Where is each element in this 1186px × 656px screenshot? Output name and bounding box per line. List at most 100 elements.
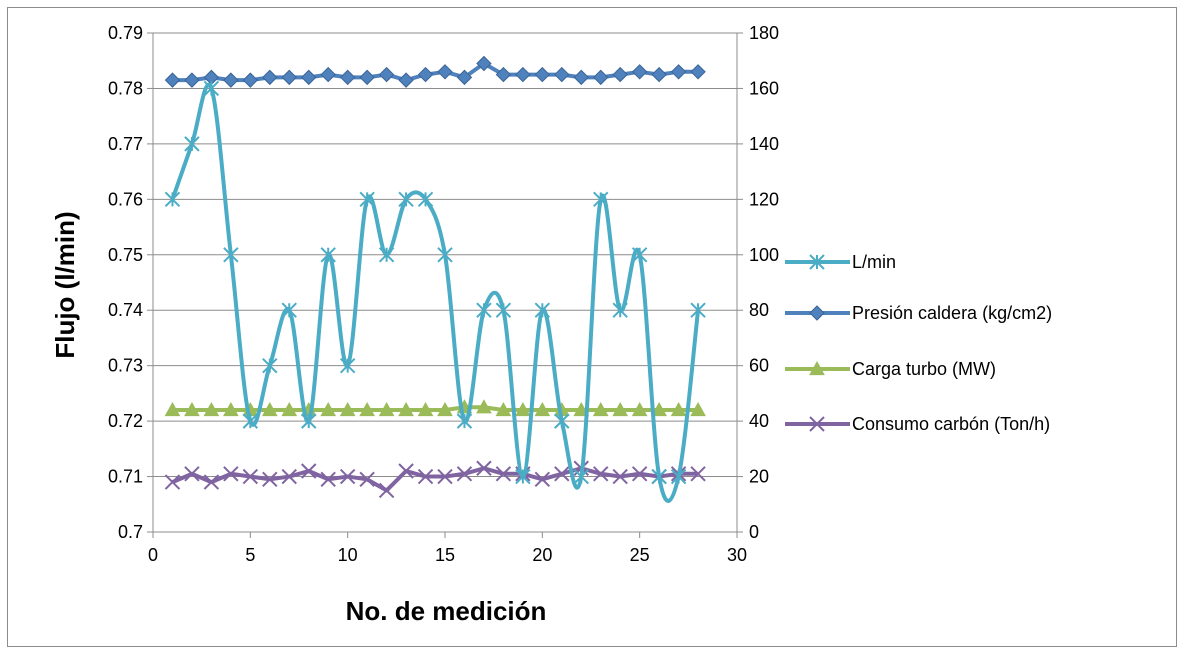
legend-swatch-marker xyxy=(809,254,825,270)
data-point xyxy=(242,72,259,88)
data-point xyxy=(631,247,648,263)
axes xyxy=(147,32,743,538)
legend-label: Presión caldera (kg/cm2) xyxy=(852,303,1052,323)
data-point xyxy=(398,401,414,417)
data-point xyxy=(339,401,356,417)
data-point xyxy=(359,401,375,417)
data-point xyxy=(651,468,667,485)
data-point xyxy=(223,247,239,263)
y2-tick-label: 100 xyxy=(749,245,779,265)
y2-tick-label: 20 xyxy=(749,467,769,487)
legend-label: L/min xyxy=(852,252,896,272)
data-point xyxy=(164,72,181,88)
y2-tick-label: 120 xyxy=(749,189,779,209)
data-point xyxy=(495,66,512,83)
data-point xyxy=(495,466,512,482)
y2-tick-label: 180 xyxy=(749,23,779,43)
series-line xyxy=(170,83,701,503)
legend-label: Consumo carbón (Ton/h) xyxy=(852,414,1050,434)
data-point xyxy=(223,466,239,482)
data-point xyxy=(378,66,395,83)
data-point xyxy=(670,64,687,80)
data-point xyxy=(612,468,628,485)
x-tick-label: 10 xyxy=(338,545,358,565)
data-point xyxy=(417,191,434,208)
data-point xyxy=(262,69,278,86)
data-point xyxy=(242,413,259,429)
data-point xyxy=(261,401,278,417)
data-point xyxy=(359,69,375,86)
data-point xyxy=(437,64,453,80)
legend-entry: Consumo carbón (Ton/h) xyxy=(785,414,1050,434)
x-tick-label: 20 xyxy=(532,545,552,565)
x-tick-label: 30 xyxy=(727,545,747,565)
data-point xyxy=(378,247,395,263)
data-point xyxy=(320,247,336,263)
data-point xyxy=(203,401,220,417)
data-point xyxy=(398,72,414,88)
y-tick-label: 0.74 xyxy=(108,300,143,320)
data-point xyxy=(359,191,375,208)
data-point xyxy=(417,468,434,485)
data-point xyxy=(456,466,473,482)
data-point xyxy=(437,401,453,417)
data-point xyxy=(339,357,356,374)
series-0 xyxy=(164,80,706,503)
data-point xyxy=(476,302,492,318)
data-point xyxy=(203,474,220,490)
data-point xyxy=(651,66,667,83)
data-point xyxy=(631,64,648,80)
y-axis-tick-labels: 0.7 0.71 0.72 0.73 0.74 0.75 0.76 0.77 0.78 0.79 xyxy=(108,23,143,542)
data-point xyxy=(456,69,473,86)
data-point xyxy=(456,413,473,429)
data-point xyxy=(495,302,512,318)
data-point xyxy=(339,468,356,485)
legend-label: Carga turbo (MW) xyxy=(852,359,996,379)
data-point xyxy=(534,66,551,83)
data-point xyxy=(690,64,706,80)
legend-swatch-marker xyxy=(809,305,825,321)
data-point xyxy=(631,401,648,417)
data-point xyxy=(554,66,570,83)
data-point xyxy=(301,463,317,479)
x-tick-label: 25 xyxy=(630,545,650,565)
data-point xyxy=(670,401,687,417)
legend-entry: Presión caldera (kg/cm2) xyxy=(785,303,1052,323)
data-point xyxy=(690,466,706,482)
data-point xyxy=(184,136,200,152)
data-point xyxy=(320,66,336,83)
data-point xyxy=(398,463,414,479)
data-point xyxy=(476,399,492,414)
data-point xyxy=(690,401,706,417)
x-axis-title: No. de medición xyxy=(346,596,547,626)
y2-tick-label: 0 xyxy=(749,522,759,542)
legend-entry: L/min xyxy=(785,252,896,272)
data-point xyxy=(495,401,512,417)
data-point xyxy=(242,468,259,485)
data-point xyxy=(281,302,297,318)
series-layer xyxy=(164,55,706,503)
y2-tick-label: 160 xyxy=(749,78,779,98)
data-point xyxy=(437,468,453,485)
data-point xyxy=(320,471,336,488)
y-axis-title: Flujo (l/min) xyxy=(50,211,80,358)
y2-tick-label: 140 xyxy=(749,134,779,154)
data-point xyxy=(164,401,181,417)
data-point xyxy=(378,482,395,499)
data-point xyxy=(164,191,181,208)
y-tick-label: 0.76 xyxy=(108,189,143,209)
data-point xyxy=(690,302,706,318)
data-point xyxy=(515,401,531,417)
legend-swatch-marker xyxy=(809,416,825,432)
legend-swatch-marker xyxy=(809,360,825,376)
legend-entry: Carga turbo (MW) xyxy=(785,359,996,379)
data-point xyxy=(612,302,628,318)
y-tick-label: 0.73 xyxy=(108,356,143,376)
data-point xyxy=(534,302,551,318)
data-point xyxy=(554,466,570,482)
data-point xyxy=(515,66,531,83)
data-point xyxy=(301,413,317,429)
data-point xyxy=(184,466,200,482)
y-tick-label: 0.71 xyxy=(108,467,143,487)
